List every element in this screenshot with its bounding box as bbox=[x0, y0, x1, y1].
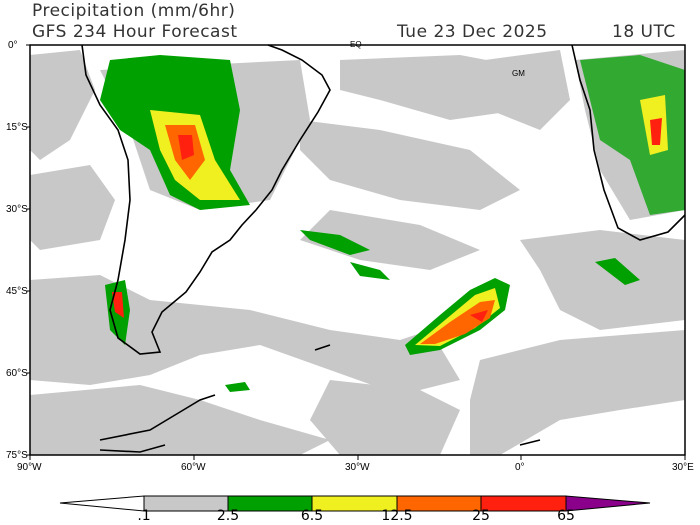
lon-label: 30°W bbox=[345, 462, 370, 473]
lon-label: 0° bbox=[515, 462, 525, 473]
lat-label: 15°S bbox=[6, 122, 28, 133]
axis-ticks bbox=[26, 44, 686, 460]
valid-time: 18 UTC bbox=[612, 22, 676, 42]
light-precip-areas bbox=[30, 50, 685, 455]
greenwich-label: GM bbox=[512, 69, 525, 78]
lat-label: 45°S bbox=[6, 286, 28, 297]
colorbar-label: .1 bbox=[137, 508, 151, 524]
colorbar-label: 12.5 bbox=[381, 508, 413, 524]
colorbar-label: 65 bbox=[557, 508, 575, 524]
colorbar-label: 2.5 bbox=[216, 508, 240, 524]
colorbar-segment-0.1-2.5 bbox=[143, 495, 229, 512]
colorbar-label: 6.5 bbox=[300, 508, 324, 524]
equator-label: EQ bbox=[350, 40, 362, 49]
colorbar-segment-2.5-6.5 bbox=[227, 495, 313, 512]
lon-label: 30°E bbox=[672, 462, 694, 473]
chart-title: Precipitation (mm/6hr) bbox=[32, 1, 236, 21]
lat-label: 30°S bbox=[6, 204, 28, 215]
colorbar-segment-25-65 bbox=[480, 495, 567, 512]
lat-label: 0° bbox=[8, 40, 18, 51]
colorbar-segment-gt-65 bbox=[565, 495, 651, 512]
colorbar bbox=[59, 495, 651, 512]
colorbar-label: 25 bbox=[472, 508, 490, 524]
coastlines bbox=[81, 44, 686, 453]
lon-label: 90°W bbox=[17, 462, 42, 473]
model-forecast-label: GFS 234 Hour Forecast bbox=[32, 22, 238, 42]
valid-date: Tue 23 Dec 2025 bbox=[397, 22, 548, 42]
moderate-precip-areas bbox=[100, 55, 685, 392]
colorbar-segment-lt-0.1 bbox=[59, 495, 145, 512]
lat-label: 75°S bbox=[6, 450, 28, 461]
lat-label: 60°S bbox=[6, 368, 28, 379]
lon-label: 60°W bbox=[181, 462, 206, 473]
